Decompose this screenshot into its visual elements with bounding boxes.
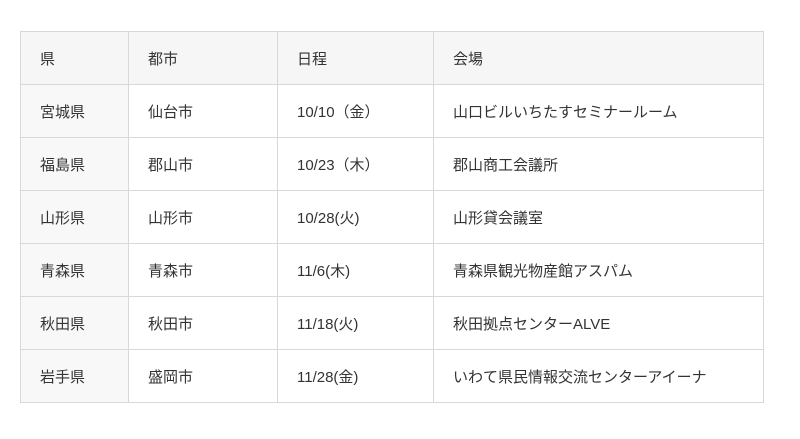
col-header-date: 日程: [277, 31, 434, 85]
table-row: 宮城県 仙台市 10/10（金） 山口ビルいちたすセミナールーム: [20, 84, 764, 138]
cell-venue: 秋田拠点センターALVE: [433, 296, 764, 350]
cell-venue: 郡山商工会議所: [433, 137, 764, 191]
cell-venue: いわて県民情報交流センターアイーナ: [433, 349, 764, 403]
table-row: 青森県 青森市 11/6(木) 青森県観光物産館アスパム: [20, 243, 764, 297]
cell-date: 10/23（木）: [277, 137, 434, 191]
cell-city: 青森市: [128, 243, 278, 297]
seminar-schedule-table: 県 都市 日程 会場 宮城県 仙台市 10/10（金） 山口ビルいちたすセミナー…: [20, 31, 764, 403]
table-row: 岩手県 盛岡市 11/28(金) いわて県民情報交流センターアイーナ: [20, 349, 764, 403]
table-row: 福島県 郡山市 10/23（木） 郡山商工会議所: [20, 137, 764, 191]
cell-city: 郡山市: [128, 137, 278, 191]
col-header-prefecture: 県: [20, 31, 129, 85]
table-row: 秋田県 秋田市 11/18(火) 秋田拠点センターALVE: [20, 296, 764, 350]
cell-prefecture: 福島県: [20, 137, 129, 191]
table-container: 県 都市 日程 会場 宮城県 仙台市 10/10（金） 山口ビルいちたすセミナー…: [20, 31, 764, 403]
col-header-venue: 会場: [433, 31, 764, 85]
cell-date: 11/28(金): [277, 349, 434, 403]
cell-prefecture: 山形県: [20, 190, 129, 244]
cell-prefecture: 宮城県: [20, 84, 129, 138]
cell-date: 10/10（金）: [277, 84, 434, 138]
cell-city: 盛岡市: [128, 349, 278, 403]
cell-date: 10/28(火): [277, 190, 434, 244]
cell-venue: 青森県観光物産館アスパム: [433, 243, 764, 297]
cell-venue: 山形貸会議室: [433, 190, 764, 244]
cell-date: 11/6(木): [277, 243, 434, 297]
cell-prefecture: 青森県: [20, 243, 129, 297]
cell-prefecture: 岩手県: [20, 349, 129, 403]
table-header: 県 都市 日程 会場: [20, 31, 764, 85]
cell-city: 秋田市: [128, 296, 278, 350]
cell-prefecture: 秋田県: [20, 296, 129, 350]
col-header-city: 都市: [128, 31, 278, 85]
header-row: 県 都市 日程 会場: [20, 31, 764, 85]
cell-city: 仙台市: [128, 84, 278, 138]
cell-date: 11/18(火): [277, 296, 434, 350]
table-body: 宮城県 仙台市 10/10（金） 山口ビルいちたすセミナールーム 福島県 郡山市…: [20, 84, 764, 403]
cell-venue: 山口ビルいちたすセミナールーム: [433, 84, 764, 138]
cell-city: 山形市: [128, 190, 278, 244]
table-row: 山形県 山形市 10/28(火) 山形貸会議室: [20, 190, 764, 244]
